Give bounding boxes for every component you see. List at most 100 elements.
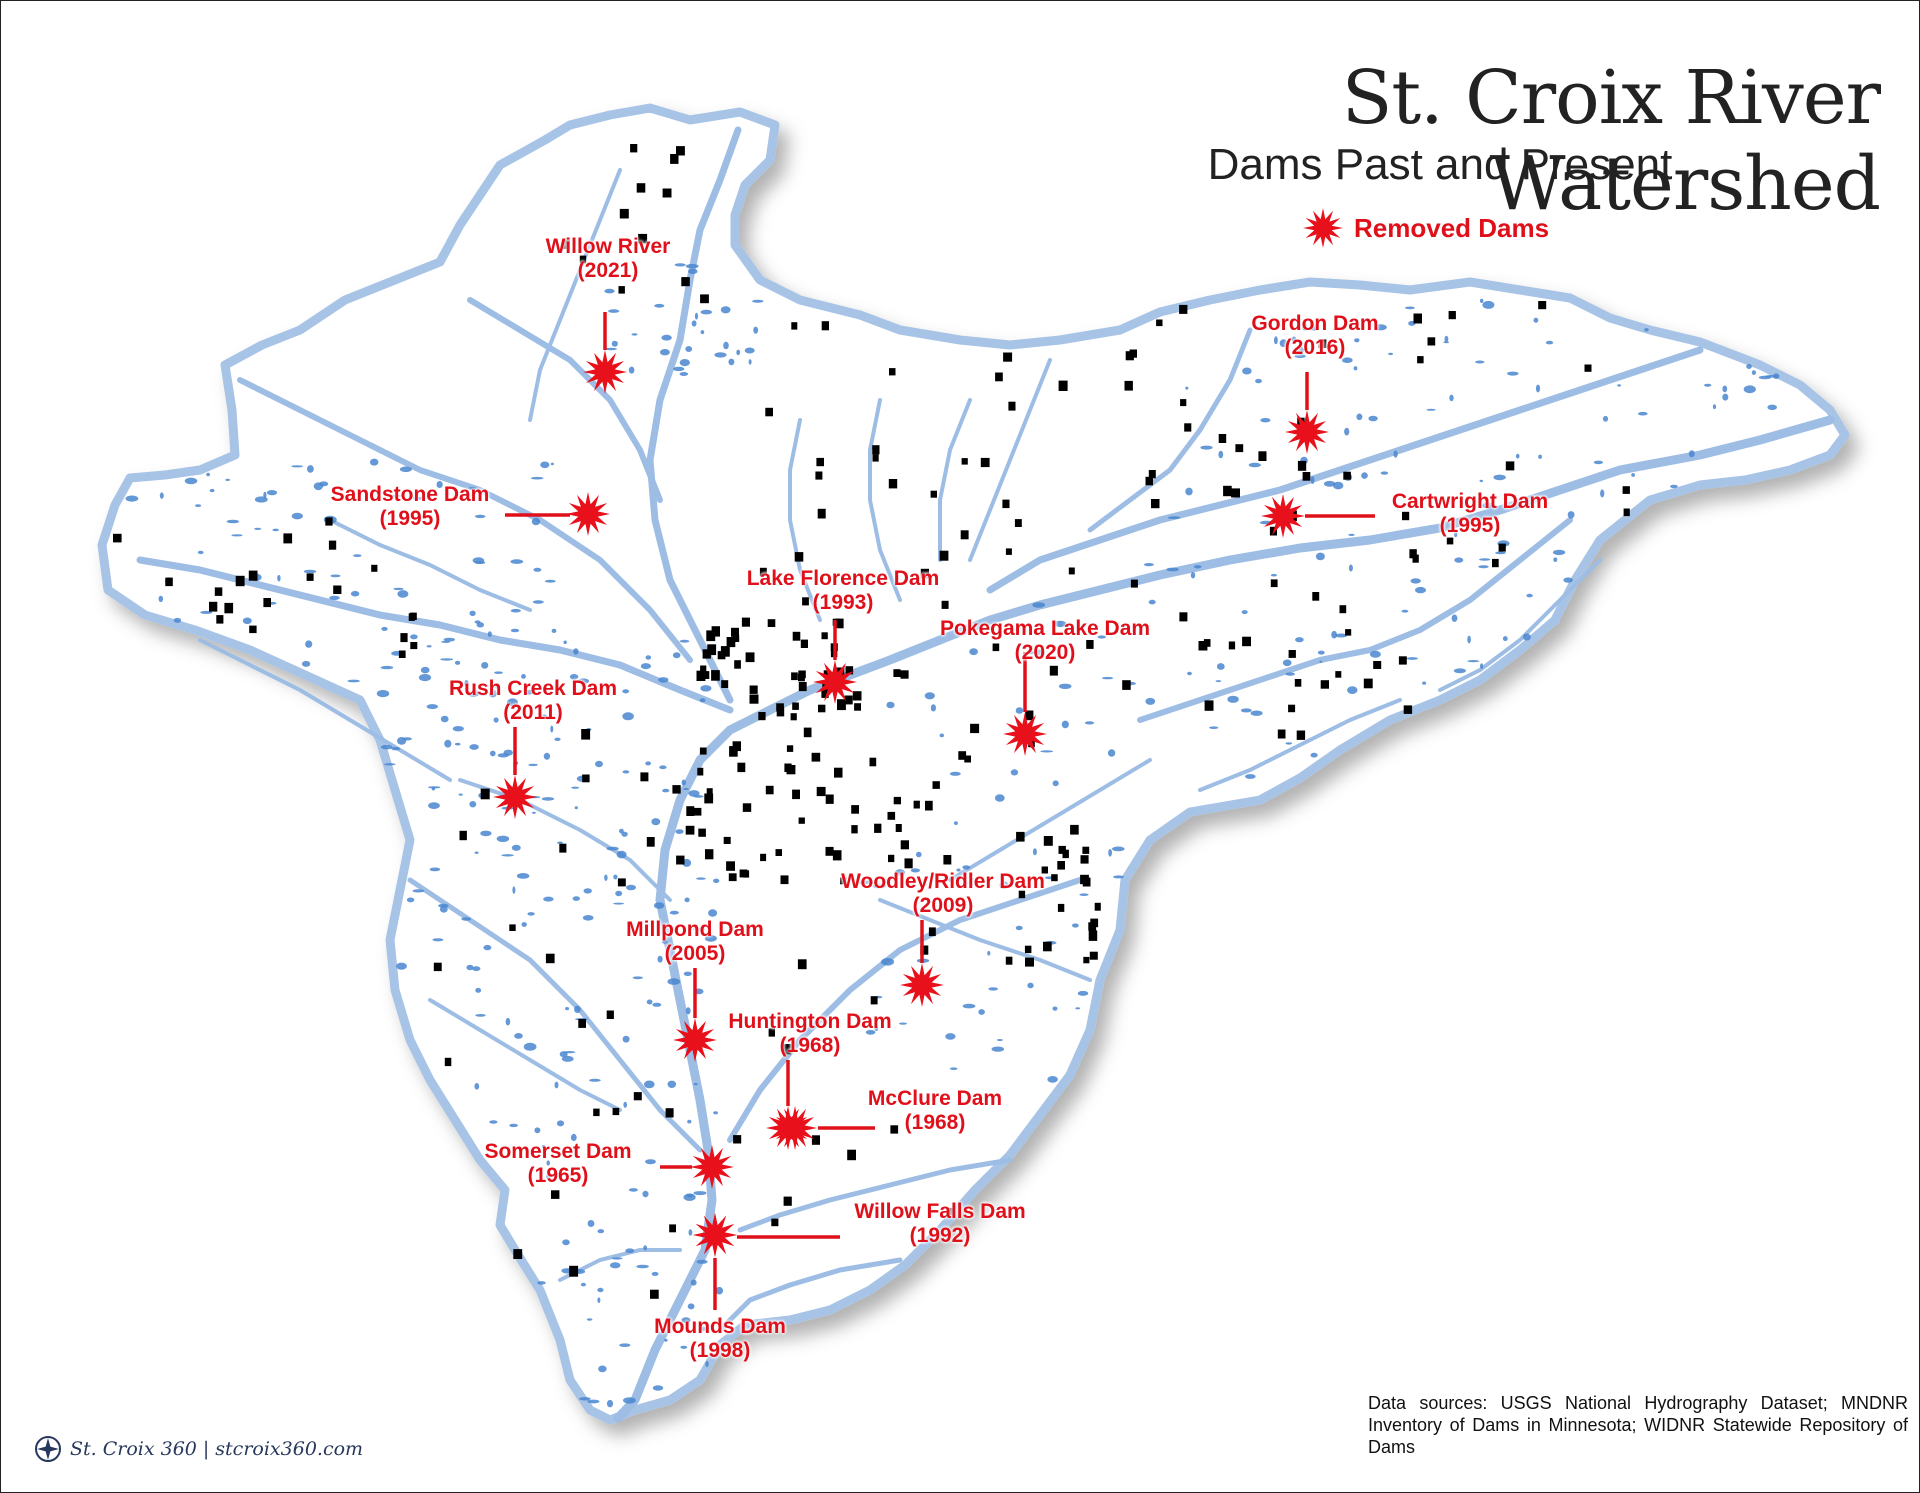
dam-marker	[729, 746, 738, 757]
lake	[628, 366, 635, 374]
dam-marker	[618, 286, 625, 294]
dam-marker	[1057, 903, 1065, 912]
dam-marker	[791, 672, 798, 681]
footer-site-link[interactable]: stcroix360.com	[215, 1438, 364, 1460]
dam-marker	[582, 774, 590, 783]
dam-marker	[711, 626, 720, 637]
lake	[494, 671, 503, 674]
dam-marker	[870, 996, 878, 1005]
river-14	[868, 398, 902, 602]
lake	[1523, 633, 1531, 641]
dam-marker	[794, 552, 804, 562]
lake	[583, 888, 592, 894]
dam-marker	[612, 1107, 620, 1116]
removed-dam-star-millpond-dam	[673, 1018, 717, 1062]
lake	[1670, 484, 1678, 489]
dam-year: (1968)	[779, 1034, 841, 1057]
lake	[533, 567, 542, 572]
lake	[427, 494, 433, 499]
lake	[1515, 453, 1520, 459]
lake	[1032, 602, 1045, 608]
lake	[1334, 633, 1348, 638]
lake	[1767, 404, 1777, 410]
river-18	[198, 638, 452, 782]
lake	[611, 1257, 623, 1260]
lake	[699, 1326, 708, 1331]
lake	[1052, 1006, 1058, 1011]
lake	[1348, 533, 1355, 537]
lake	[688, 268, 698, 274]
lake	[272, 528, 280, 532]
dam-marker	[1270, 579, 1278, 588]
lake	[623, 1101, 627, 1108]
dam-marker	[1062, 849, 1069, 859]
lake	[1347, 686, 1358, 694]
lake	[1215, 680, 1222, 683]
lake	[1077, 990, 1089, 996]
lake	[573, 648, 579, 655]
lake	[598, 1365, 607, 1373]
dam-marker	[749, 685, 758, 694]
lake	[1526, 593, 1533, 598]
lake	[494, 683, 500, 689]
lake	[514, 1033, 523, 1039]
lake	[978, 1009, 985, 1015]
lake	[1121, 624, 1131, 629]
lake	[399, 466, 412, 473]
dam-marker	[235, 575, 245, 587]
dam-marker	[1297, 460, 1307, 471]
lake	[454, 742, 461, 746]
dam-marker	[113, 533, 122, 543]
lake	[1145, 697, 1156, 705]
lake	[1369, 650, 1381, 658]
lake	[521, 922, 527, 927]
dam-marker	[872, 454, 879, 462]
dam-marker	[1180, 399, 1187, 407]
lake	[1538, 454, 1542, 459]
dam-marker	[817, 508, 826, 519]
dam-marker	[1288, 650, 1296, 658]
dam-marker	[694, 807, 702, 816]
lake	[206, 472, 211, 477]
lake	[410, 634, 418, 640]
lake	[994, 794, 1005, 802]
lake	[1101, 676, 1114, 680]
dam-marker	[1002, 499, 1010, 509]
lake	[541, 797, 555, 801]
dam-marker	[941, 600, 949, 609]
lake	[674, 263, 686, 267]
lake	[474, 561, 486, 565]
lake	[420, 666, 430, 674]
dam-marker	[792, 789, 800, 800]
lake	[586, 1318, 593, 1321]
dam-marker	[904, 858, 913, 869]
dam-marker	[888, 854, 895, 863]
dam-name: Pokegama Lake Dam	[939, 617, 1151, 640]
lake	[683, 1193, 696, 1201]
dam-marker	[743, 870, 750, 878]
dam-marker	[1235, 444, 1244, 453]
lake	[713, 1111, 718, 1115]
lake	[1479, 558, 1491, 561]
lake	[616, 850, 627, 859]
dam-marker	[1124, 380, 1133, 391]
dam-marker	[768, 1028, 775, 1037]
removed-dam-star-woodley-ridler-dam	[900, 963, 944, 1007]
dam-marker	[721, 680, 729, 688]
lake	[1274, 336, 1278, 345]
dam-marker	[696, 670, 706, 681]
lake	[619, 1343, 631, 1347]
lake	[1502, 636, 1508, 642]
footer-credit: St. Croix 360 | stcroix360.com	[34, 1434, 363, 1464]
dam-marker	[958, 751, 967, 760]
dam-marker	[786, 765, 796, 775]
lake	[532, 811, 536, 814]
lake	[521, 674, 526, 679]
dam-marker	[758, 712, 766, 721]
lake	[654, 303, 665, 308]
lake	[675, 829, 684, 834]
lake	[418, 674, 432, 682]
dam-marker	[1184, 423, 1192, 432]
lake	[696, 877, 706, 880]
dam-year: (1995)	[1439, 514, 1501, 537]
